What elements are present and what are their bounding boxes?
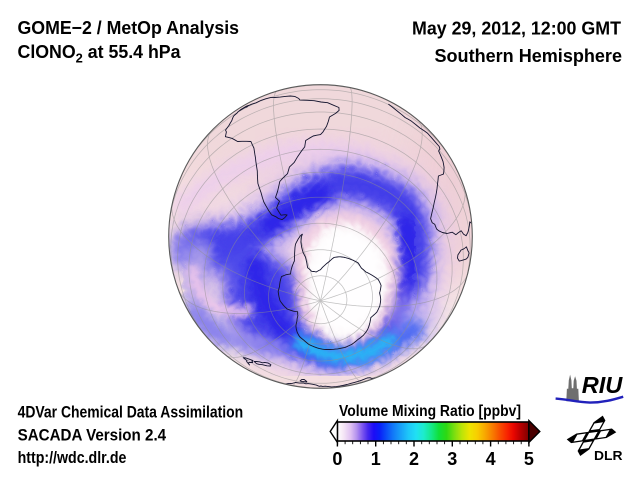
svg-text:RIU: RIU [582, 372, 624, 398]
svg-text:Southern Hemisphere: Southern Hemisphere [435, 45, 623, 66]
svg-text:0: 0 [332, 449, 342, 469]
svg-text:May 29, 2012, 12:00 GMT: May 29, 2012, 12:00 GMT [412, 18, 621, 39]
svg-text:5: 5 [524, 449, 534, 469]
svg-text:4DVar Chemical Data Assimilati: 4DVar Chemical Data Assimilation [18, 403, 244, 422]
svg-text:1: 1 [371, 449, 381, 469]
svg-text:GOME−2 / MetOp Analysis: GOME−2 / MetOp Analysis [18, 17, 240, 38]
svg-text:ClONO2 at 55.4 hPa: ClONO2 at 55.4 hPa [18, 41, 182, 65]
svg-text:DLR: DLR [594, 448, 623, 463]
svg-text:3: 3 [447, 449, 457, 469]
svg-text:4: 4 [486, 449, 496, 469]
svg-text:2: 2 [409, 449, 419, 469]
svg-text:http://wdc.dlr.de: http://wdc.dlr.de [18, 448, 127, 467]
svg-text:Volume Mixing Ratio [ppbv]: Volume Mixing Ratio [ppbv] [339, 403, 521, 420]
svg-text:SACADA Version 2.4: SACADA Version 2.4 [18, 426, 167, 445]
